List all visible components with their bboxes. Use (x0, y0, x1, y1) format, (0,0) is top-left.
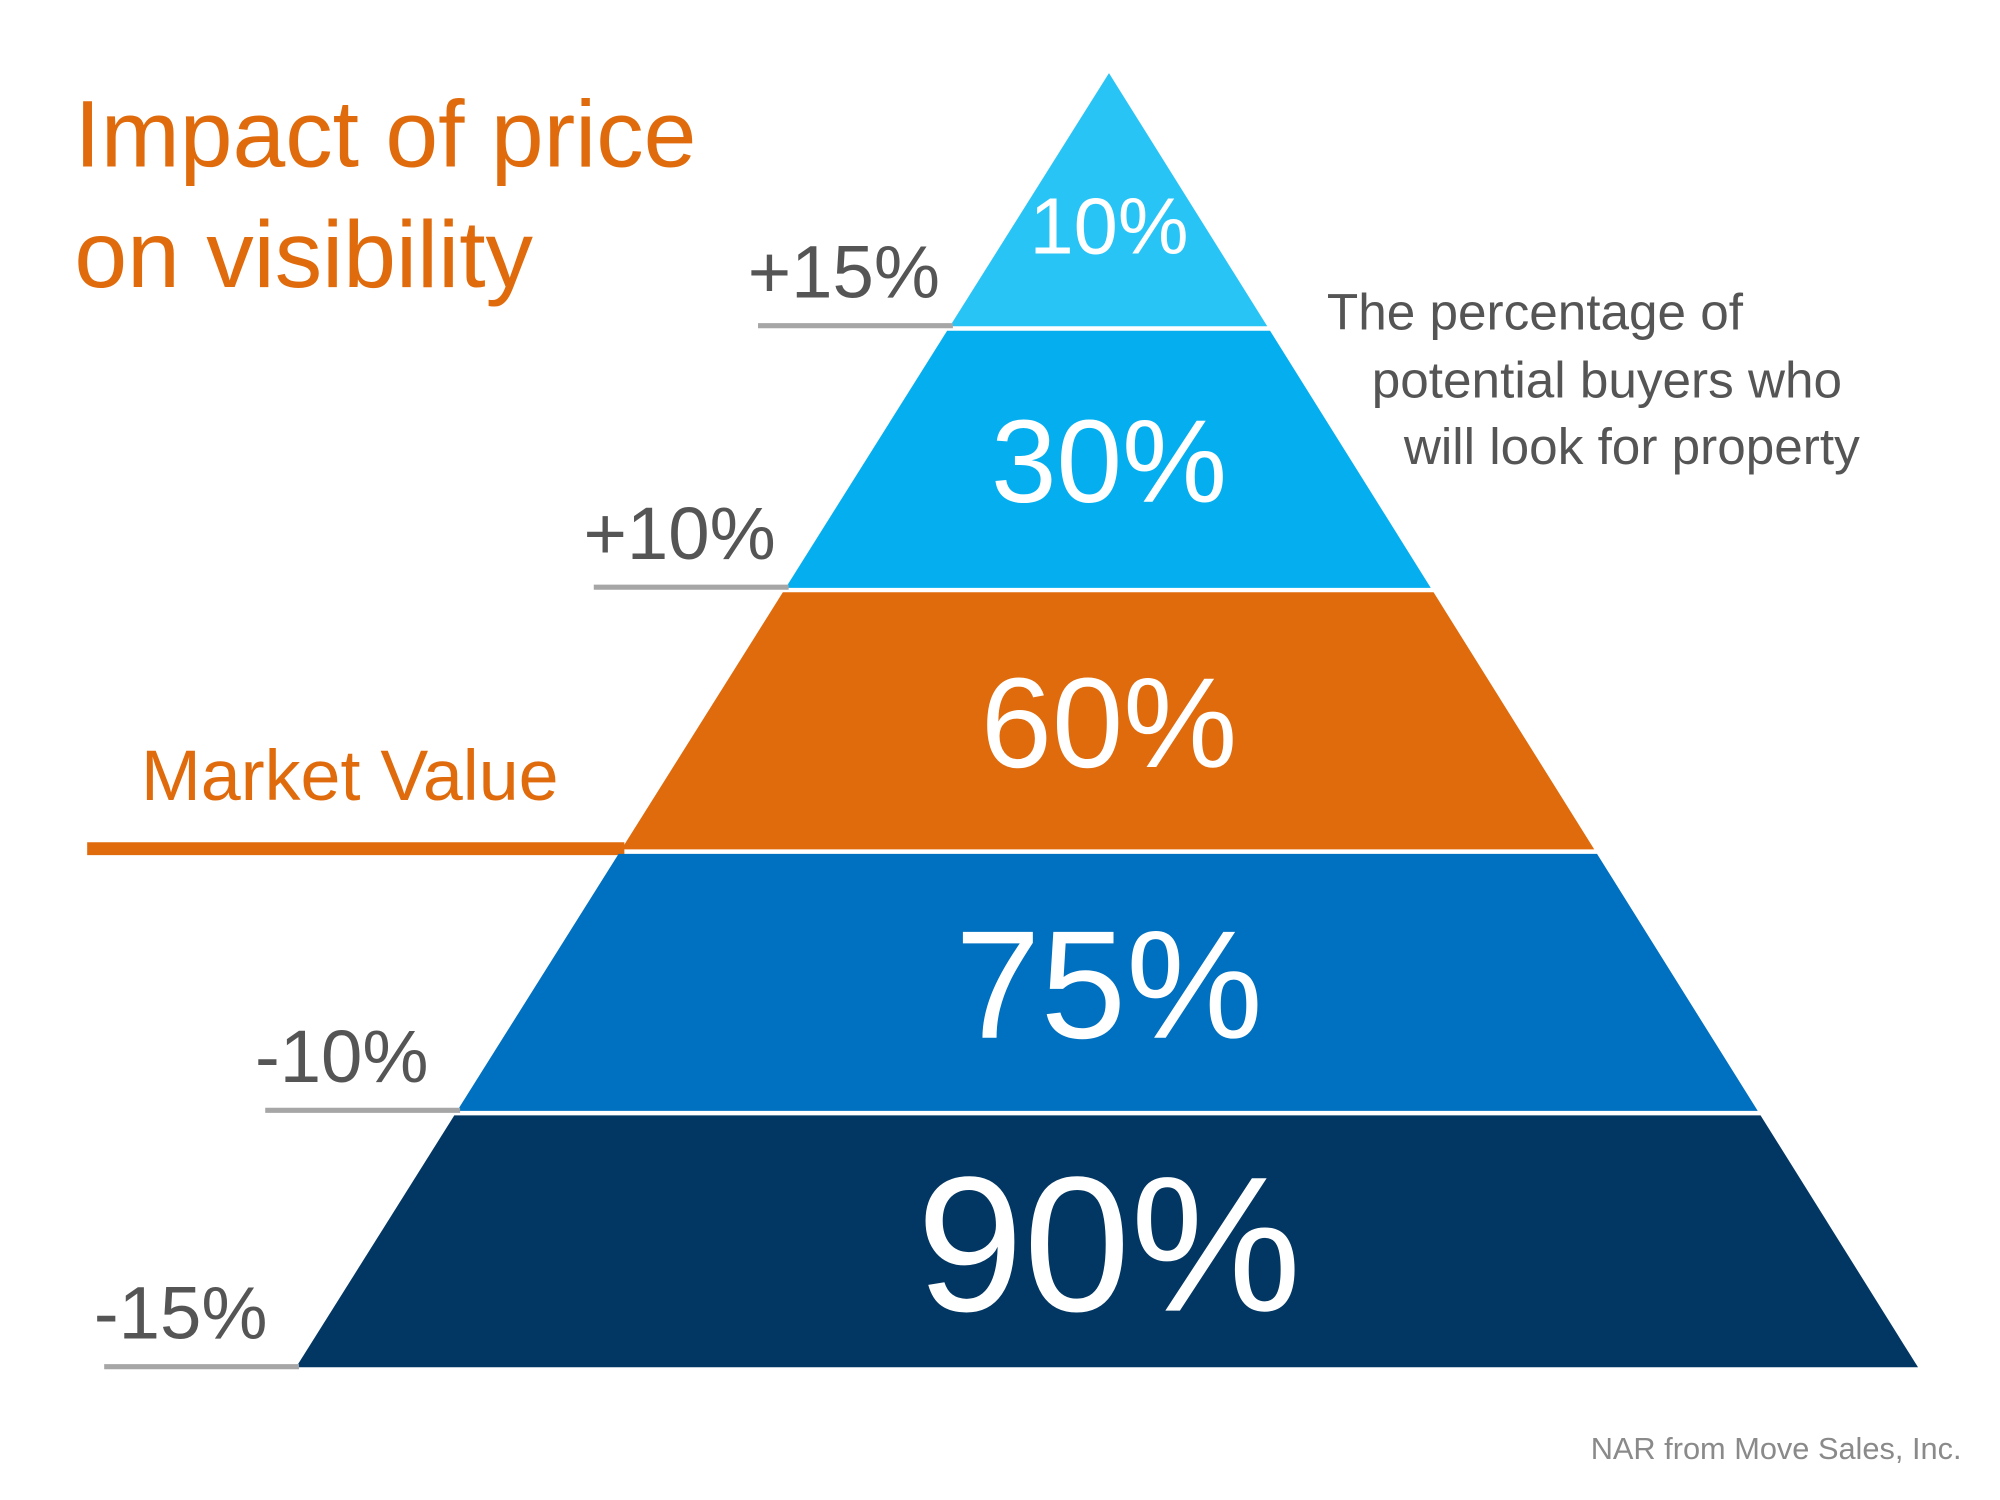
price-change-label: Market Value (141, 736, 559, 816)
band-value-label: 90% (917, 1137, 1302, 1352)
pyramid-band-4 (457, 853, 1758, 1111)
band-value-label: 30% (991, 395, 1227, 527)
pyramid-band-1 (949, 73, 1268, 327)
pyramid-band-2 (785, 330, 1431, 588)
pyramid-band-5 (296, 1115, 1919, 1368)
description-line1: The percentage of (1327, 283, 1744, 340)
price-change-label: -10% (255, 1015, 429, 1098)
description-line3: will look for property (1403, 418, 1860, 475)
price-change-label: -15% (94, 1271, 268, 1354)
chart-title-line1: Impact of price (74, 82, 696, 188)
band-value-label: 75% (955, 899, 1263, 1071)
band-value-label: 10% (1029, 182, 1188, 271)
price-change-label: +15% (748, 230, 940, 313)
price-change-label: +10% (584, 492, 776, 575)
description-line2: potential buyers who (1372, 351, 1842, 408)
chart-title-line2: on visibility (74, 202, 533, 308)
source-credit: NAR from Move Sales, Inc. (1591, 1431, 1962, 1466)
band-value-label: 60% (981, 652, 1238, 795)
pyramid-band-3 (621, 592, 1595, 850)
